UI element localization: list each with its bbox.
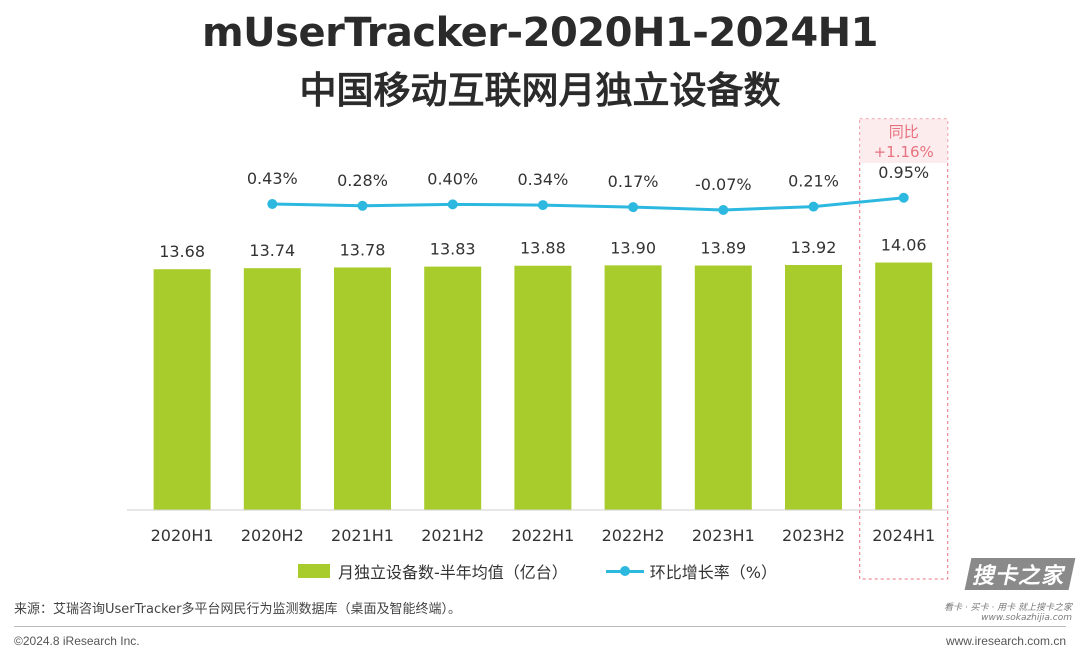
growth-rate-point bbox=[898, 192, 909, 203]
bar-2022H1 bbox=[514, 265, 572, 510]
watermark: 搜卡之家 看卡 · 买卡 · 用卡 就上搜卡之家 www.sokazhijia.… bbox=[922, 558, 1076, 623]
bar-2023H2 bbox=[785, 265, 842, 510]
bar-value-label: 13.89 bbox=[700, 239, 746, 258]
highlight-label-value: +1.16% bbox=[874, 143, 934, 161]
growth-rate-point bbox=[628, 202, 639, 213]
highlight-label-bg bbox=[859, 119, 948, 163]
legend-line-swatch bbox=[605, 564, 644, 578]
bar-value-label: 13.92 bbox=[791, 238, 837, 257]
watermark-logo: 搜卡之家 bbox=[964, 558, 1076, 590]
x-tick-label: 2022H1 bbox=[511, 526, 574, 545]
growth-rate-point bbox=[447, 199, 458, 210]
bar-value-label: 13.74 bbox=[249, 241, 295, 260]
bar-value-label: 13.83 bbox=[430, 240, 476, 259]
footer-copyright: ©2024.8 iResearch Inc. bbox=[14, 634, 140, 648]
growth-rate-point bbox=[537, 200, 548, 211]
footer-divider bbox=[14, 626, 1066, 627]
bar-value-label: 13.88 bbox=[520, 239, 566, 258]
x-tick-label: 2020H2 bbox=[241, 526, 304, 545]
growth-rate-label: 0.43% bbox=[247, 169, 298, 188]
footer-website: www.iresearch.com.cn bbox=[945, 634, 1066, 648]
legend-item-bar: 月独立设备数-半年均值（亿台） bbox=[298, 559, 568, 583]
legend-item-line: 环比增长率（%） bbox=[605, 559, 777, 583]
x-tick-label: 2020H1 bbox=[151, 526, 214, 545]
bar-2021H2 bbox=[424, 266, 482, 510]
bar-2021H1 bbox=[334, 267, 391, 510]
growth-rate-label: 0.40% bbox=[427, 169, 478, 188]
legend: 月独立设备数-半年均值（亿台） 环比增长率（%） bbox=[298, 559, 815, 583]
bar-value-label: 13.68 bbox=[159, 242, 205, 261]
growth-rate-point bbox=[357, 200, 368, 211]
chart-title-line1: mUserTracker-2020H1-2024H1 bbox=[201, 10, 879, 56]
legend-bar-swatch bbox=[298, 564, 330, 578]
x-tick-label: 2024H1 bbox=[872, 526, 935, 545]
legend-bar-label: 月独立设备数-半年均值（亿台） bbox=[338, 563, 568, 582]
bar-value-label: 13.90 bbox=[610, 238, 656, 257]
highlight-label-yoy: 同比 bbox=[889, 123, 919, 141]
bar-2023H1 bbox=[694, 265, 752, 510]
growth-rate-label: 0.21% bbox=[788, 172, 839, 191]
watermark-slogan: 看卡 · 买卡 · 用卡 就上搜卡之家 bbox=[943, 603, 1072, 613]
growth-rate-label: 0.17% bbox=[608, 172, 659, 191]
x-tick-label: 2021H2 bbox=[421, 526, 484, 545]
x-tick-label: 2023H1 bbox=[692, 526, 755, 545]
bar-value-label: 13.78 bbox=[340, 240, 386, 259]
watermark-url: www.sokazhijia.com bbox=[981, 613, 1072, 623]
growth-rate-line bbox=[272, 196, 904, 212]
growth-rate-point bbox=[267, 199, 278, 209]
growth-rate-point bbox=[808, 201, 819, 212]
growth-rate-label: 0.34% bbox=[517, 170, 568, 189]
bar-2022H2 bbox=[604, 265, 662, 510]
growth-rate-label: 0.28% bbox=[337, 171, 388, 190]
bar-value-label: 14.06 bbox=[881, 236, 927, 255]
x-tick-label: 2021H1 bbox=[331, 526, 394, 545]
x-tick-label: 2023H2 bbox=[782, 526, 845, 545]
source-note: 来源：艾瑞咨询UserTracker多平台网民行为监测数据库（桌面及智能终端）。 bbox=[14, 602, 462, 617]
growth-rate-label: 0.95% bbox=[878, 163, 929, 182]
growth-rate-label: -0.07% bbox=[695, 175, 752, 194]
chart-title-line2: 中国移动互联网月独立设备数 bbox=[299, 69, 781, 112]
x-tick-label: 2022H2 bbox=[602, 526, 665, 545]
bar-2020H1 bbox=[153, 269, 211, 510]
bar-2024H1 bbox=[875, 262, 933, 510]
growth-rate-point bbox=[718, 205, 729, 215]
legend-line-label: 环比增长率（%） bbox=[649, 563, 777, 582]
bar-2020H2 bbox=[243, 268, 301, 510]
chart-canvas: 同比 +1.16% 13.68 2020H1 13.74 2020H2 13.78 2021H… bbox=[127, 118, 949, 580]
